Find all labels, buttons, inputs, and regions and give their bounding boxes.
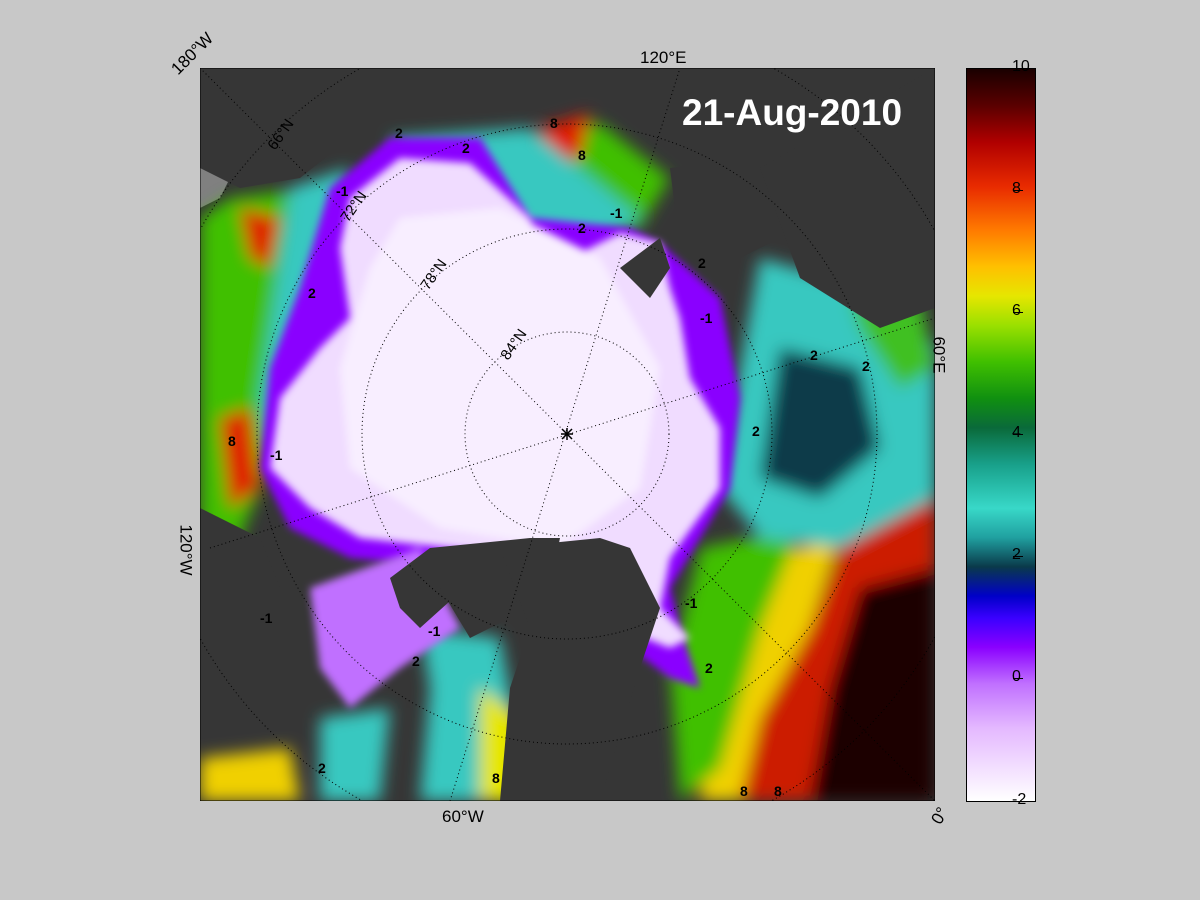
date-title: 21-Aug-2010 [682, 92, 903, 133]
colorbar-tick [1013, 190, 1023, 191]
contour-label: 2 [810, 347, 818, 363]
contour-label: -1 [700, 310, 713, 326]
contour-label: 2 [318, 760, 326, 776]
contour-label: 2 [698, 255, 706, 271]
contour-label: 8 [578, 147, 586, 163]
contour-label: 2 [862, 358, 870, 374]
contour-label: -1 [685, 595, 698, 611]
contour-label: -1 [610, 205, 623, 221]
sea-temperature-map: 66°N 72°N 78°N 84°N -1 2 2 -1 2 8 2 2 -1… [200, 68, 935, 801]
colorbar-tick [1013, 312, 1023, 313]
contour-label: 8 [550, 115, 558, 131]
contour-label: 8 [740, 783, 748, 799]
colorbar-tick [1013, 68, 1023, 69]
meridian-line [209, 317, 935, 549]
lon-label-120w: 120°W [176, 524, 196, 576]
contour-label: 2 [462, 140, 470, 156]
lon-label-0: 0° [927, 803, 952, 828]
contour-label: 2 [308, 285, 316, 301]
contour-label: -1 [270, 447, 283, 463]
north-pole-marker [561, 428, 573, 440]
latitude-circle-84 [464, 331, 670, 537]
colorbar-label: 2 [1012, 546, 1021, 563]
colorbar-tick [1013, 556, 1023, 557]
latitude-circle-78 [361, 228, 773, 640]
land-masses [200, 68, 935, 801]
contour-label: 8 [492, 770, 500, 786]
lon-label-60w: 60°W [442, 807, 484, 826]
contour-label: 2 [412, 653, 420, 669]
map-area: 66°N 72°N 78°N 84°N -1 2 2 -1 2 8 2 2 -1… [200, 68, 935, 801]
contour-label: -1 [336, 183, 349, 199]
contour-label: 8 [774, 783, 782, 799]
colorbar-label: 10 [1012, 58, 1030, 75]
colorbar-tick [1013, 801, 1023, 802]
contour-label: 2 [705, 660, 713, 676]
contour-label: 2 [752, 423, 760, 439]
colorbar-tick [1013, 434, 1023, 435]
contour-label: -1 [260, 610, 273, 626]
lon-label-60e: 60°E [929, 336, 949, 374]
colorbar-label: 4 [1012, 424, 1021, 441]
contour-label: 8 [228, 433, 236, 449]
colorbar-label: 8 [1012, 180, 1021, 197]
colorbar-label: 6 [1012, 302, 1021, 319]
colorbar-label: -2 [1012, 791, 1027, 808]
lon-label-120e: 120°E [640, 48, 687, 67]
contour-label: -1 [428, 623, 441, 639]
contour-label: 2 [578, 220, 586, 236]
sea-ice-pack [270, 158, 720, 708]
latitude-circle-72 [256, 123, 878, 745]
colorbar [966, 68, 1036, 802]
colorbar-label: 0 [1012, 668, 1021, 685]
colorbar-tick [1013, 678, 1023, 679]
contour-label: 2 [395, 125, 403, 141]
